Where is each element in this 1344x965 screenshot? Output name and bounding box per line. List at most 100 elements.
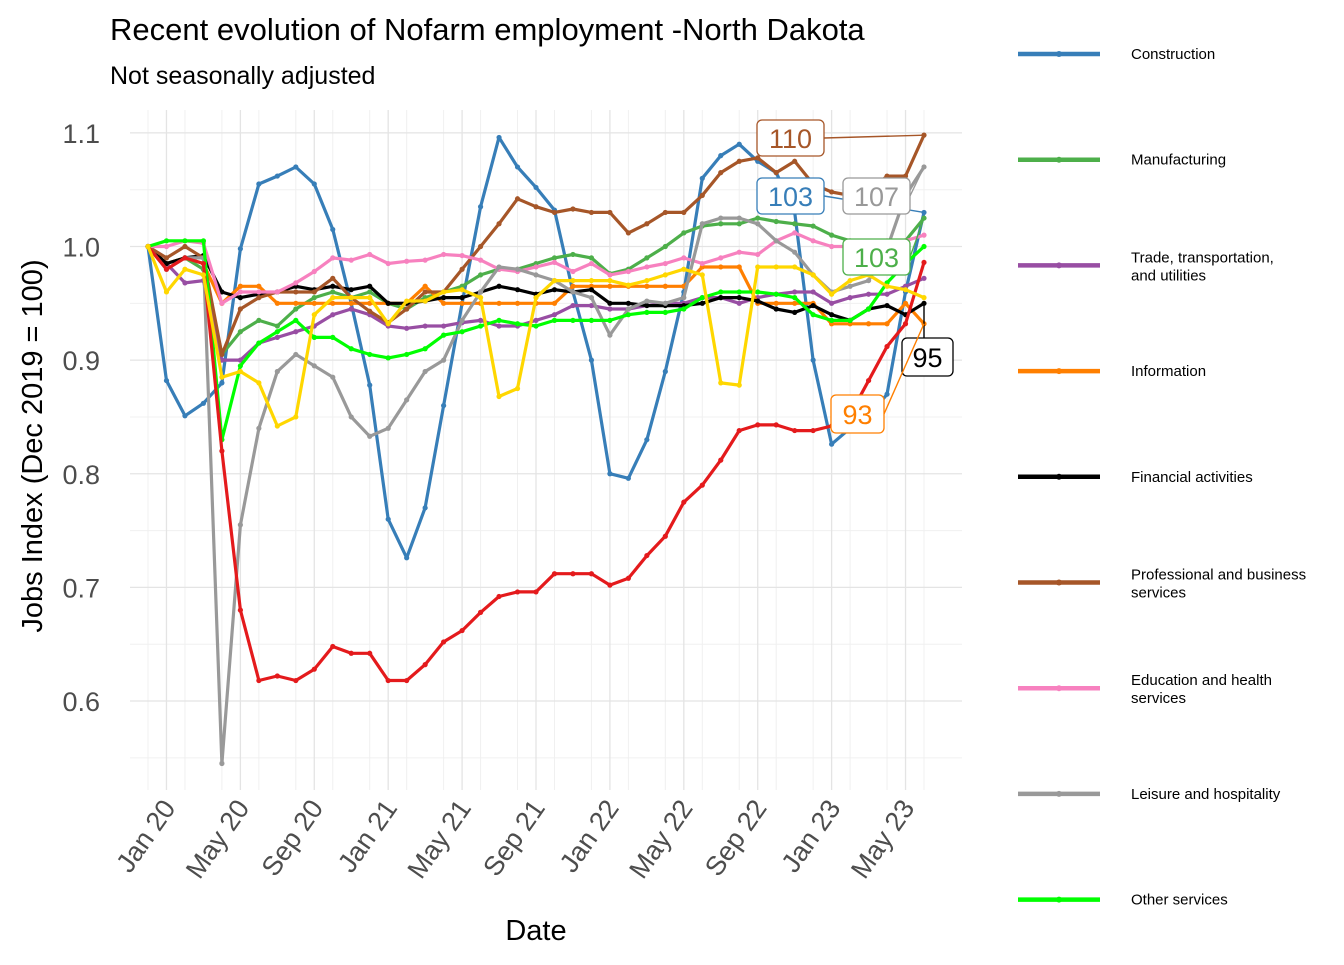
data-point (274, 334, 280, 340)
data-point (348, 300, 354, 306)
data-point (163, 243, 170, 250)
data-point (533, 204, 539, 210)
data-point (441, 295, 447, 301)
data-point (699, 300, 705, 306)
legend-item: Construction (1018, 46, 1215, 63)
data-point (441, 300, 447, 306)
data-point (736, 215, 742, 221)
data-point (533, 295, 539, 301)
data-point (810, 312, 816, 318)
data-point (829, 317, 835, 323)
data-point (533, 589, 539, 595)
y-tick-label: 0.7 (62, 573, 100, 603)
data-point (477, 317, 484, 323)
data-point (810, 223, 816, 229)
data-point (607, 272, 613, 278)
legend-label: Financial activities (1131, 469, 1253, 486)
data-point (829, 300, 835, 306)
data-point (736, 295, 742, 301)
data-point (274, 423, 280, 429)
data-point (570, 302, 576, 309)
legend-swatch-point (1056, 579, 1062, 586)
data-point (570, 283, 576, 289)
data-point (477, 257, 484, 263)
data-point (551, 259, 558, 266)
data-point (644, 283, 650, 289)
data-point (496, 221, 502, 227)
series-8 (145, 238, 927, 443)
data-point (551, 287, 558, 293)
y-tick-label: 0.8 (62, 460, 100, 490)
data-point (330, 255, 336, 261)
x-tick-label: Jan 21 (332, 794, 403, 878)
data-point (182, 280, 188, 286)
data-point (718, 153, 724, 159)
data-point (219, 374, 225, 380)
data-point (736, 382, 742, 388)
end-label-box (842, 238, 911, 276)
data-point (644, 552, 650, 559)
chart-title: Recent evolution of Nofarm employment -N… (110, 12, 865, 47)
data-point (551, 300, 558, 306)
data-point (385, 677, 391, 684)
end-label-box (830, 394, 885, 434)
legend-label: Professional and business services (1131, 567, 1306, 602)
data-point (755, 264, 761, 270)
data-point (662, 368, 668, 375)
data-point (367, 283, 373, 289)
data-point (847, 283, 853, 289)
data-point (514, 321, 521, 327)
data-point (699, 482, 705, 488)
data-point (644, 221, 650, 227)
legend-label: Other services (1131, 892, 1228, 909)
x-tick-label: Sep 22 (699, 794, 773, 881)
data-point (662, 209, 668, 216)
y-tick-label: 1.0 (62, 233, 100, 263)
x-tick-label: May 22 (623, 794, 698, 884)
data-point (367, 650, 373, 656)
data-point (422, 283, 428, 289)
data-point (311, 289, 317, 295)
data-point (385, 300, 391, 306)
legend-swatch-point (1056, 473, 1062, 480)
end-label-text: 110 (769, 124, 812, 154)
end-label: 107 (842, 166, 925, 215)
data-point (551, 255, 558, 261)
data-point (865, 321, 872, 327)
data-point (588, 277, 595, 284)
data-point (588, 317, 595, 323)
data-point (644, 437, 650, 443)
end-label-leader (909, 166, 925, 197)
data-point (533, 264, 539, 270)
data-point (330, 289, 336, 295)
data-point (884, 283, 890, 289)
data-point (404, 306, 410, 312)
data-point (718, 170, 724, 176)
data-point (588, 209, 595, 216)
data-point (404, 677, 410, 684)
data-point (588, 357, 595, 363)
data-point (699, 272, 705, 278)
data-point (404, 325, 410, 331)
data-point (921, 232, 927, 238)
x-tick-label: Sep 20 (256, 794, 330, 881)
data-point (662, 533, 668, 539)
data-point (219, 380, 225, 386)
data-point (367, 351, 373, 358)
data-point (792, 249, 798, 255)
data-point (237, 246, 243, 252)
data-point (644, 298, 650, 304)
data-point (163, 255, 170, 261)
data-point (551, 209, 558, 216)
data-point (496, 134, 502, 141)
end-label: 103 (842, 217, 925, 276)
data-point (256, 283, 262, 289)
end-label-text: 107 (854, 182, 899, 212)
data-point (514, 266, 521, 272)
data-point (311, 300, 317, 306)
legend-label: Construction (1131, 46, 1215, 63)
data-point (459, 329, 465, 335)
data-point (514, 164, 521, 170)
data-point (441, 639, 447, 645)
